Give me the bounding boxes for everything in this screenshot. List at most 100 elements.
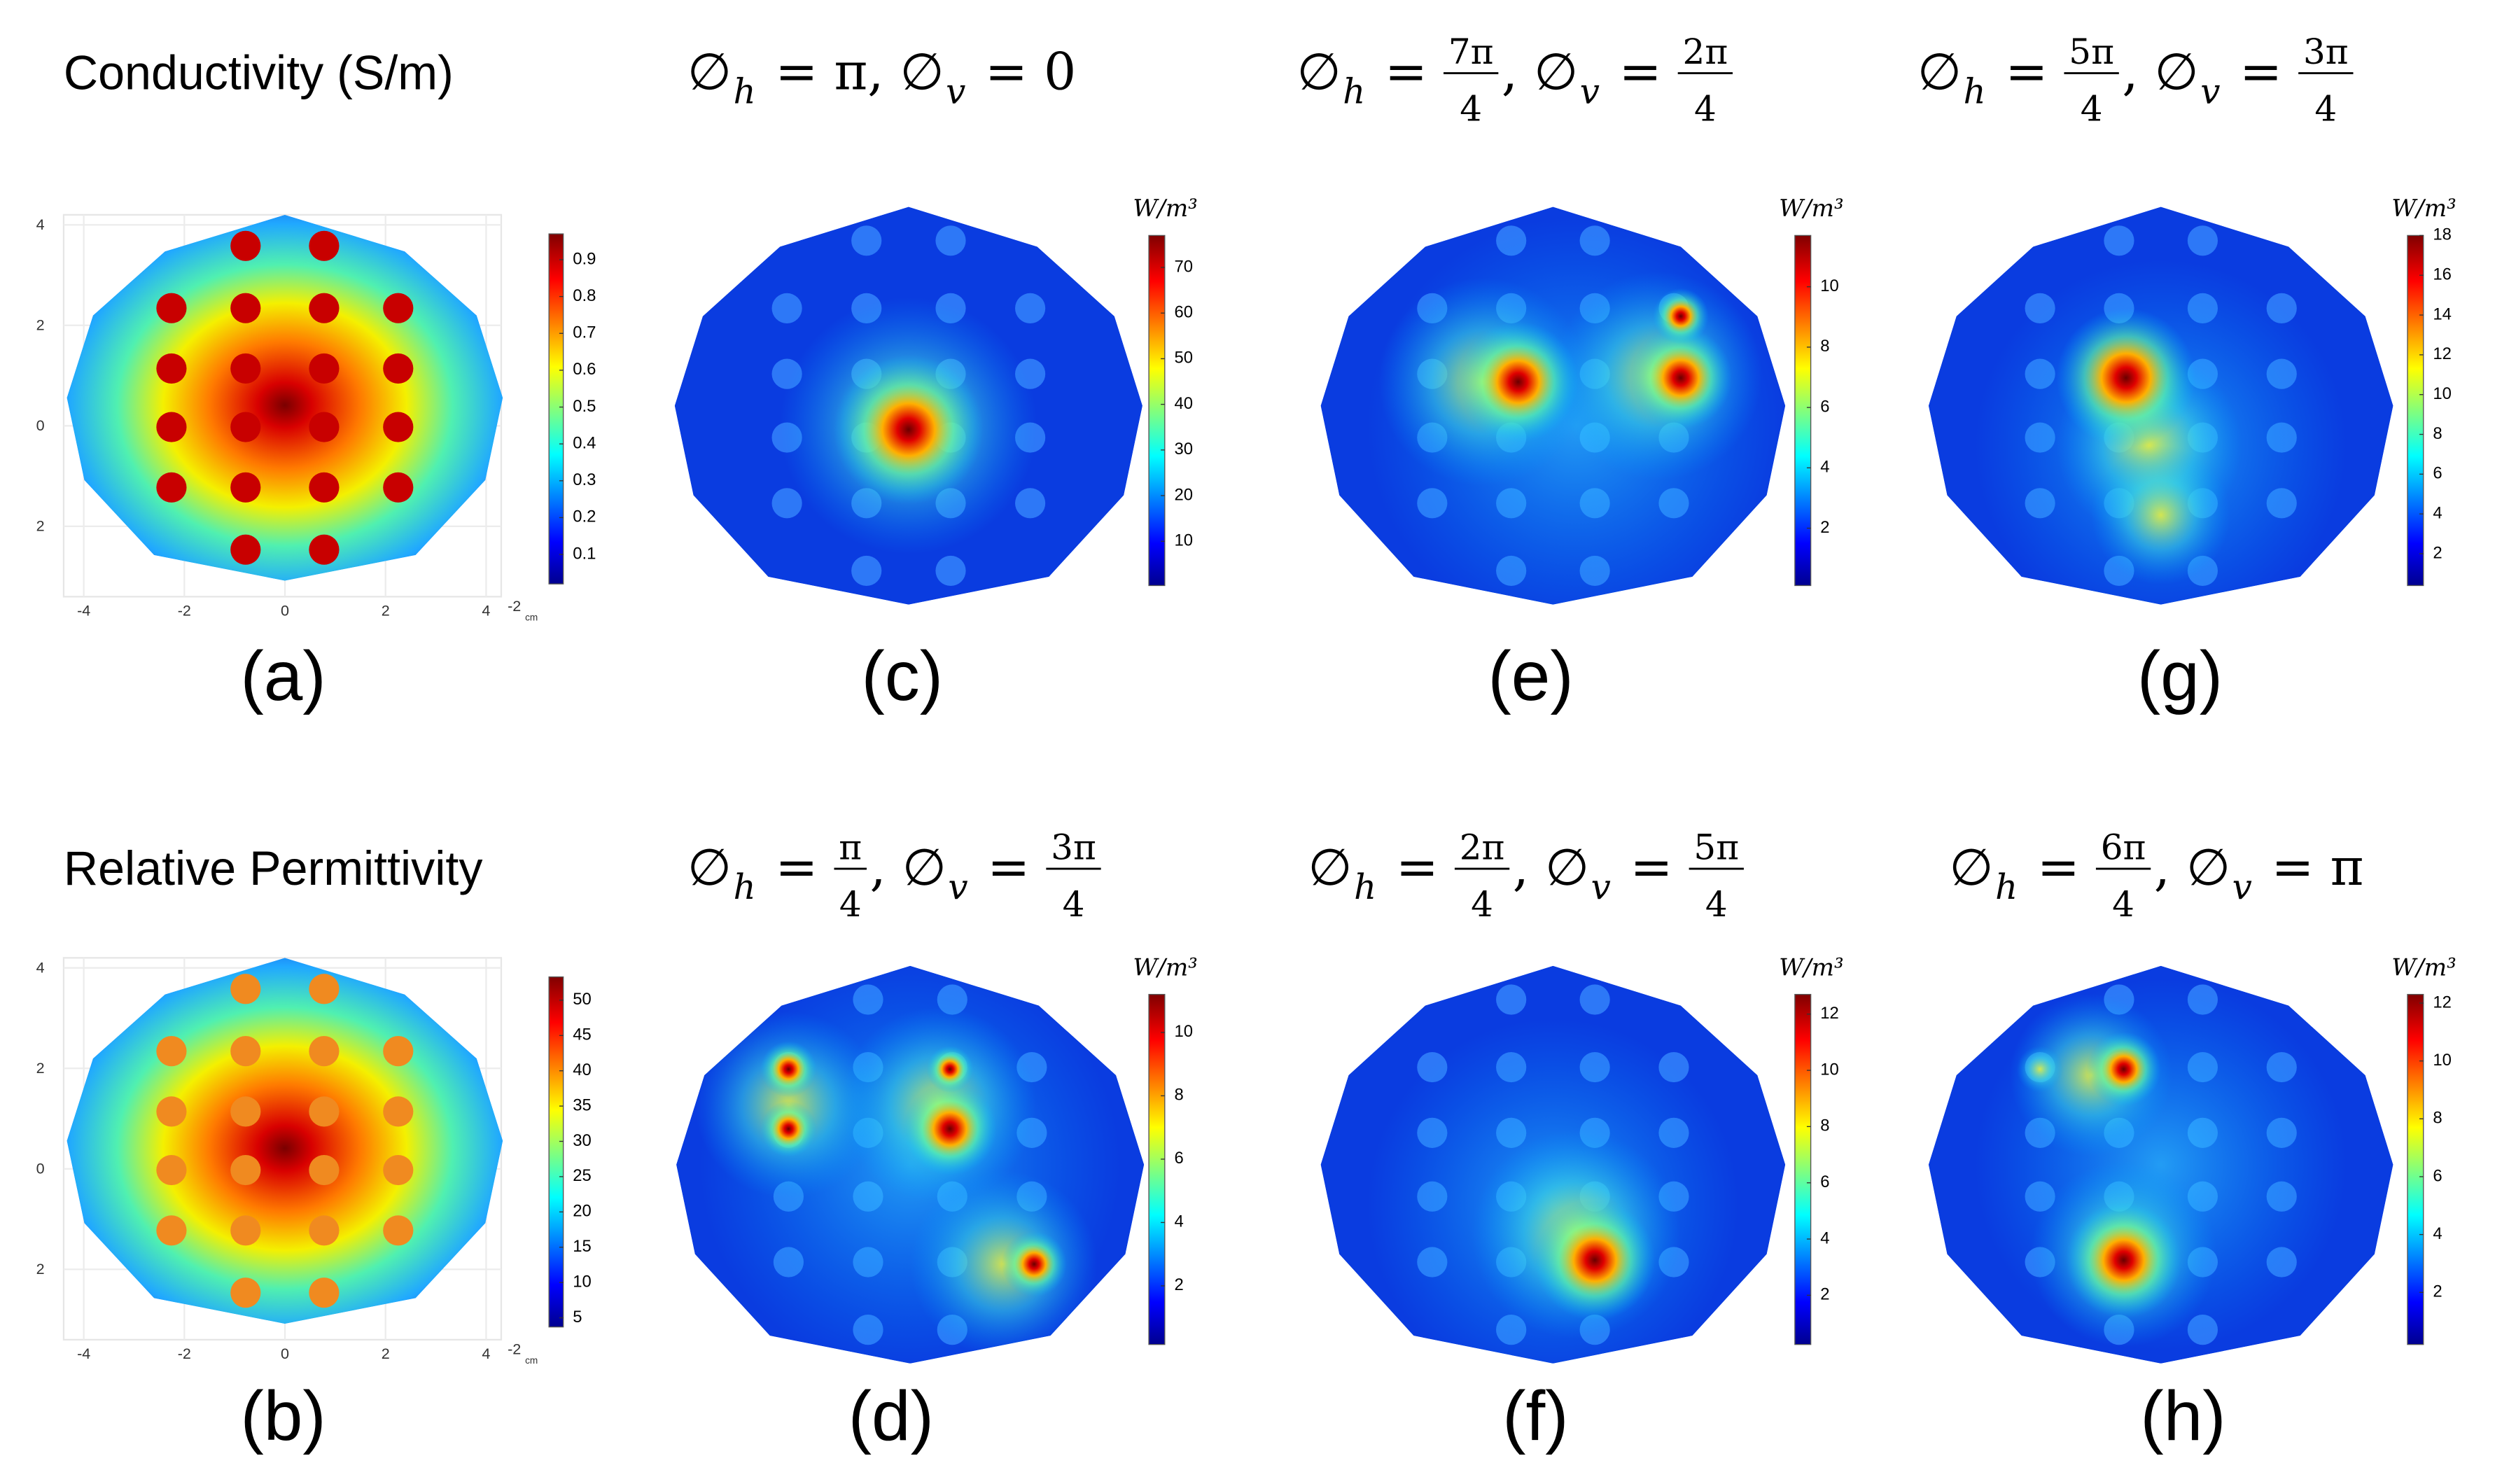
title-subscript: v [2200, 71, 2220, 112]
x-tick-label: 4 [482, 1345, 490, 1362]
field-map [67, 958, 503, 1324]
electrode [309, 353, 340, 384]
colorbar-tick-label: 14 [2433, 304, 2452, 323]
hotspot [760, 1041, 817, 1098]
electrode [771, 488, 802, 519]
fraction-numerator: 5π [2069, 31, 2114, 72]
colorbar-tick-label: 40 [573, 1060, 592, 1079]
title-text: = [971, 838, 1046, 897]
colorbar-tick-label: 8 [2433, 1109, 2442, 1128]
colorbar-tick-label: 0.2 [573, 507, 596, 526]
colorbar-unit: W/m³ [1779, 953, 1843, 981]
electrode [383, 472, 414, 503]
electrode [230, 534, 261, 565]
colorbar-tick-label: 0.4 [573, 433, 596, 452]
panel: ∅ h = π, ∅ v = 0 (c) 10 20 30 40 50 60 70 W/m³ [674, 42, 1198, 715]
title-text: ∅ [687, 42, 732, 102]
electrode [230, 1215, 261, 1246]
hotspot [833, 354, 984, 505]
colorbar [1148, 993, 1166, 1345]
field [67, 958, 503, 1324]
field [1928, 206, 2393, 605]
hotspot [1534, 1199, 1656, 1321]
fraction-numerator: 2π [1683, 31, 1728, 72]
colorbar-tick-label: 2 [1820, 1285, 1829, 1304]
colorbar-tick-label: 30 [1174, 440, 1193, 458]
y-tick-label: 4 [36, 216, 45, 233]
hotspot [1458, 321, 1579, 442]
hotspot [1001, 1231, 1067, 1297]
panel: ∅ h = 7π 4 , ∅ v = 2π 4 (e) 2 4 6 8 10 W/m³ [1297, 31, 1843, 715]
title-text: Conductivity (S/m) [64, 46, 454, 99]
colorbar-tick-label: 25 [573, 1166, 592, 1185]
colorbar-unit: W/m³ [2391, 953, 2456, 981]
panel: ∅ h = 2π 4 , ∅ v = 5π 4 (f) 2 4 6 8 10 12 W/m³ [1308, 827, 1843, 1455]
colorbar-tick-label: 4 [1820, 1228, 1829, 1247]
panel-label: (h) [2140, 1377, 2225, 1455]
electrode [230, 230, 261, 261]
electrode [156, 1154, 187, 1186]
title-text: , ∅ [1513, 838, 1590, 897]
electrode [2104, 225, 2134, 256]
electrode [1496, 984, 1527, 1015]
axes-frame [62, 957, 503, 1340]
electrode [156, 412, 187, 442]
electrode [230, 412, 261, 442]
title-text: = π [2255, 838, 2363, 897]
title-subscript: v [2232, 867, 2252, 907]
colorbar [548, 233, 564, 584]
title-text: = [2021, 838, 2096, 897]
title-text: ∅ [1297, 42, 1341, 102]
title-text: ∅ [1949, 838, 1993, 897]
colorbar [2407, 993, 2424, 1345]
colorbar-tick-label: 4 [2433, 1224, 2442, 1243]
electrode [383, 353, 414, 384]
panel-label: (g) [2137, 637, 2223, 715]
colorbar-tick-label: 15 [573, 1237, 592, 1256]
fraction-denominator: 4 [1460, 89, 1482, 130]
electrode [309, 293, 340, 323]
colorbar-tick-label: 0.5 [573, 397, 596, 416]
colorbar-tick-label: 16 [2433, 265, 2452, 284]
electrode [383, 412, 414, 442]
title-text: = 0 [969, 42, 1076, 102]
electrode [383, 1154, 414, 1186]
electrode [935, 555, 966, 587]
title-text: , ∅ [1502, 42, 1579, 102]
colorbar-tick-label: 2 [1820, 518, 1829, 537]
colorbar-tick-label: 20 [1174, 485, 1193, 504]
electrode [1579, 984, 1610, 1015]
hotspot [926, 1046, 974, 1093]
colorbar-tick-label: 2 [2433, 1282, 2442, 1301]
title-text: = [1989, 42, 2064, 102]
hotspot [2091, 445, 2231, 585]
colorbar-tick-label: 50 [1174, 349, 1193, 368]
hotspot [2056, 308, 2196, 448]
electrode [309, 1154, 340, 1186]
fraction-denominator: 4 [2081, 89, 2103, 130]
fraction-denominator: 4 [1471, 884, 1493, 925]
colorbar-tick-label: 8 [1820, 1116, 1829, 1135]
title-text: = π, ∅ [759, 42, 944, 102]
y-tick-label: 2 [36, 1260, 45, 1278]
electrode [309, 472, 340, 503]
x-unit-exponent: -2 [508, 597, 521, 615]
electrode [2187, 225, 2218, 256]
panel-label: (d) [848, 1377, 934, 1455]
x-tick-label: -2 [178, 1345, 191, 1362]
title-text: = [1614, 838, 1689, 897]
colorbar-tick-label: 10 [1820, 276, 1839, 295]
x-tick-label: 0 [281, 602, 289, 620]
title-text: , ∅ [2122, 42, 2199, 102]
panel: Conductivity (S/m) (a) -4 -2 0 2 4 4 2 0 2 -2 cm 0.1 0… [36, 46, 596, 715]
panel-label: (a) [240, 637, 326, 715]
colorbar [2407, 234, 2424, 587]
colorbar-tick-label: 0.6 [573, 360, 596, 379]
colorbar-tick-label: 10 [1174, 1022, 1193, 1041]
field [67, 214, 503, 581]
panel: ∅ h = 5π 4 , ∅ v = 3π 4 (g) 2 4 6 8 10 12 14 16 18 W/m³ [1917, 31, 2456, 715]
x-tick-label: -4 [77, 602, 90, 620]
electrode [230, 293, 261, 323]
title-subscript: h [1354, 867, 1376, 907]
